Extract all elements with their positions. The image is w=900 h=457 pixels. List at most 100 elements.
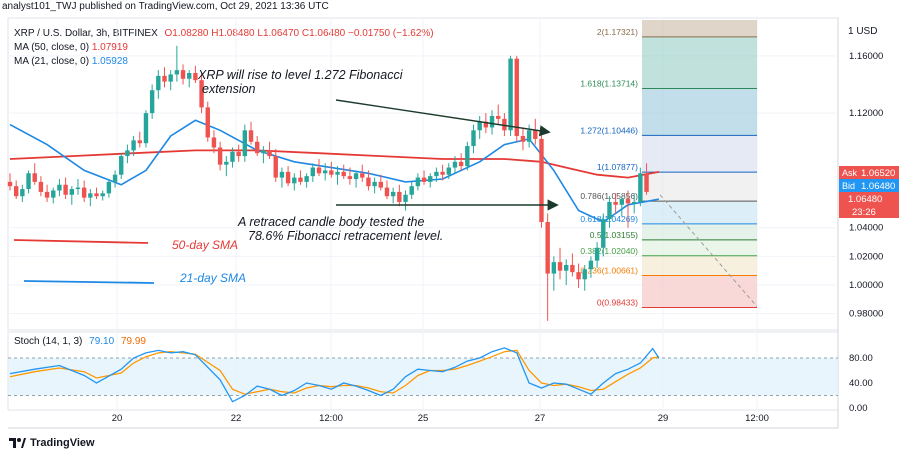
candle <box>298 170 303 185</box>
stoch-d-value: 79.99 <box>120 336 146 347</box>
sma21-legend-line <box>23 280 155 284</box>
candle-body <box>570 264 575 273</box>
fib-trend-line <box>659 194 758 307</box>
fib-level-label: 0(0.98433) <box>597 297 638 307</box>
arrow-to-fib-1272 <box>335 99 551 137</box>
candle-body <box>483 121 489 128</box>
candle-body <box>180 70 186 79</box>
candle-body <box>452 161 458 168</box>
candle <box>403 190 408 211</box>
candle <box>613 193 618 214</box>
candle-body <box>644 173 649 192</box>
stoch-label: Stoch (14, 1, 3) <box>14 336 83 347</box>
candle-body <box>520 136 526 142</box>
candle <box>576 263 581 288</box>
candle <box>415 173 421 191</box>
candle <box>520 127 526 151</box>
candle <box>341 164 346 180</box>
bid-tag-bg <box>839 179 899 192</box>
candle <box>267 141 272 159</box>
stochastic-pane: 80.00 40.00 0.00 <box>8 347 873 414</box>
candle-body <box>545 221 550 274</box>
tradingview-logo[interactable]: TradingView <box>8 437 95 449</box>
candle <box>13 180 19 200</box>
ohlc-values: O1.08280 H1.08480 L1.06470 C1.06480 −0.0… <box>164 28 434 39</box>
ma21-legend[interactable]: MA (21, close, 0) 1.05928 <box>14 55 128 69</box>
candle-body <box>57 184 62 191</box>
candle <box>125 144 130 164</box>
candle-body <box>267 150 272 157</box>
candle-body <box>601 219 606 248</box>
time-tick: 27 <box>535 413 546 424</box>
ma50-value: 1.07919 <box>91 42 128 53</box>
candle-body <box>32 173 37 182</box>
annotation-top-line2: extension <box>202 82 256 96</box>
stoch-tick: 0.00 <box>849 403 868 414</box>
symbol-legend: XRP / U.S. Dollar, 3h, BITFINEX O1.08280… <box>14 27 434 41</box>
candle <box>112 170 118 188</box>
candle <box>143 110 149 148</box>
fib-level-label: 0.786(1.05856) <box>580 191 638 201</box>
ma21-value: 1.05928 <box>91 56 128 67</box>
time-tick: 25 <box>418 413 429 424</box>
candle-body <box>384 187 390 197</box>
candle <box>557 247 563 280</box>
candle-body <box>434 171 439 177</box>
candle <box>137 131 142 148</box>
symbol-title[interactable]: XRP / U.S. Dollar, 3h, BITFINEX <box>14 28 158 39</box>
candle-body <box>588 260 594 270</box>
candle <box>539 133 544 228</box>
ma50-legend[interactable]: MA (50, close, 0) 1.07919 <box>14 41 128 55</box>
candle <box>180 64 186 85</box>
candle <box>458 153 464 171</box>
ma50-label: MA (50, close, 0) <box>14 42 90 53</box>
candle-body <box>156 75 161 91</box>
sma50-legend-line <box>13 239 149 244</box>
candle-body <box>458 161 464 167</box>
candles <box>7 45 649 321</box>
candle-body <box>100 193 105 197</box>
time-tick: 20 <box>112 413 123 424</box>
fib-level-label: 1.272(1.10446) <box>580 125 638 135</box>
candle <box>51 187 56 204</box>
annotation-mid: A retraced candle body tested the 78.6% … <box>238 215 443 243</box>
candle-body <box>292 177 297 184</box>
stoch-k-line <box>9 347 660 403</box>
ma21-label: MA (21, close, 0) <box>14 56 90 67</box>
candle-body <box>403 194 408 202</box>
candle <box>440 164 445 181</box>
fib-zone-top <box>642 20 757 37</box>
price-axis: 1.16000 1.12000 1.04000 1.02000 1.00000 0.980… <box>839 51 899 320</box>
candle <box>631 193 637 214</box>
currency-selector[interactable]: 1 USD <box>848 26 878 37</box>
stoch-legend[interactable]: Stoch (14, 1, 3) 79.10 79.99 <box>14 336 146 347</box>
candle-body <box>63 184 68 195</box>
price-tick: 0.98000 <box>849 309 883 320</box>
stoch-tick: 80.00 <box>849 353 873 364</box>
last-price-tag: 1.06480 <box>839 192 899 205</box>
candle-body <box>7 181 13 187</box>
fib-level-label: 0.382(1.02040) <box>580 246 638 256</box>
candle-body <box>625 199 631 204</box>
candle-body <box>428 176 433 182</box>
candle <box>187 70 192 88</box>
candle-body <box>75 187 81 190</box>
time-tick: 12:00 <box>745 413 769 424</box>
candle-body <box>378 181 383 188</box>
candle <box>601 213 606 257</box>
candle-body <box>69 189 74 195</box>
fib-zone <box>642 239 757 256</box>
candle <box>397 184 402 207</box>
candle <box>619 196 625 217</box>
candle-body <box>44 191 50 198</box>
candle-body <box>329 170 334 175</box>
candle-body <box>174 70 180 75</box>
fib-zone <box>642 172 757 202</box>
candle <box>69 186 74 205</box>
price-tick: 1.02000 <box>849 251 883 262</box>
candle <box>372 177 377 194</box>
annotation-mid-line2: 78.6% Fibonacci retracement level. <box>248 229 444 243</box>
candle-body <box>489 115 495 128</box>
